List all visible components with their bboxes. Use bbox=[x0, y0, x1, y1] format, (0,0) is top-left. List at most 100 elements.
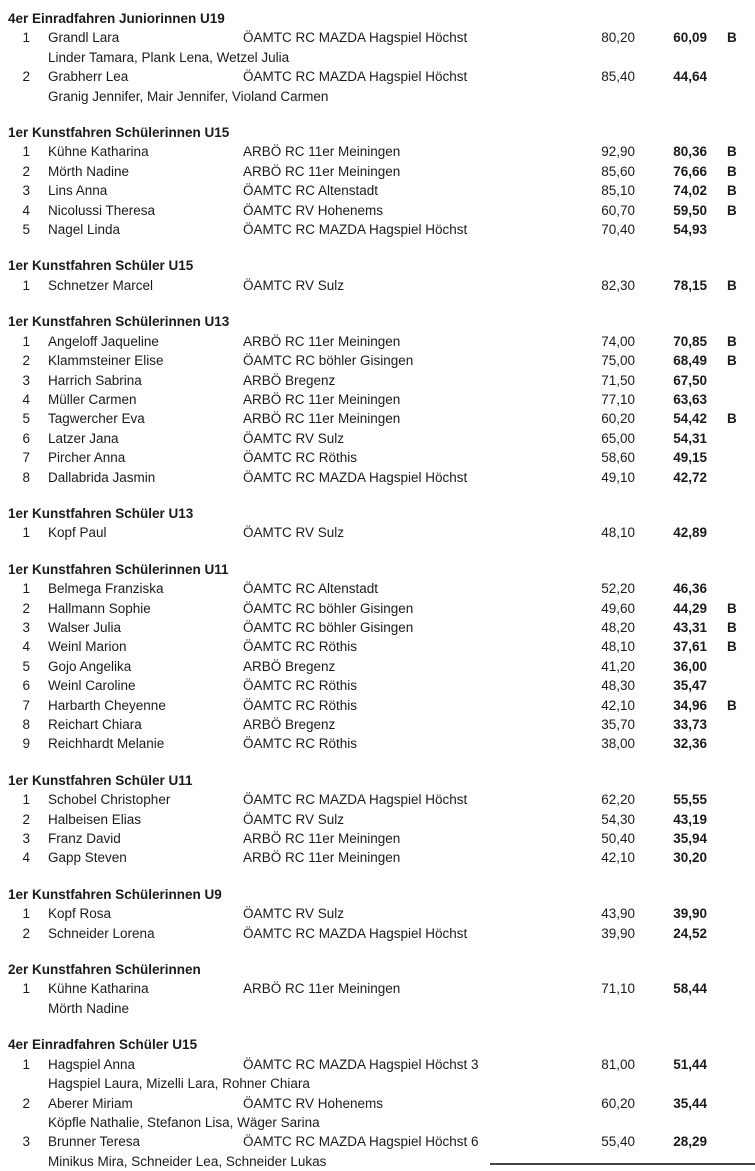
section-title: 4er Einradfahren Schüler U15 bbox=[8, 1037, 198, 1053]
row-club: ÖAMTC RC Altenstadt bbox=[243, 581, 379, 597]
row-score2: 42,72 bbox=[673, 469, 707, 485]
section-title: 1er Kunstfahren Schüler U11 bbox=[8, 772, 193, 788]
row-flag: B bbox=[727, 163, 737, 179]
result-section: 1er Kunstfahren Schüler U11 1 Schobel Ch… bbox=[0, 771, 755, 868]
row-score1: 60,20 bbox=[601, 411, 635, 427]
row-name: Dallabrida Jasmin bbox=[48, 469, 156, 485]
row-rank: 2 bbox=[22, 1095, 30, 1111]
section-rows: 1 Schnetzer Marcel ÖAMTC RV Sulz 82,30 7… bbox=[0, 276, 755, 295]
row-score2: 35,44 bbox=[673, 1095, 707, 1111]
table-row: 1 Schnetzer Marcel ÖAMTC RV Sulz 82,30 7… bbox=[0, 276, 755, 295]
row-score1: 38,00 bbox=[601, 736, 635, 752]
section-title: 1er Kunstfahren Schülerinnen U13 bbox=[8, 314, 230, 330]
row-score1: 54,30 bbox=[601, 811, 635, 827]
row-club: ÖAMTC RC MAZDA Hagspiel Höchst 3 bbox=[243, 1056, 479, 1072]
row-name: Kühne Katharina bbox=[48, 144, 149, 160]
section-rows: 1 Angeloff Jaqueline ARBÖ RC 11er Meinin… bbox=[0, 332, 755, 487]
section-title: 1er Kunstfahren Schüler U15 bbox=[8, 258, 194, 274]
row-members: Mörth Nadine bbox=[48, 1000, 130, 1016]
row-score1: 62,20 bbox=[601, 792, 635, 808]
table-row: 1 Schobel Christopher ÖAMTC RC MAZDA Hag… bbox=[0, 790, 755, 809]
row-name: Weinl Marion bbox=[48, 639, 127, 655]
row-score2: 30,20 bbox=[673, 850, 707, 866]
row-name: Latzer Jana bbox=[48, 430, 119, 446]
table-row: 3 Brunner Teresa ÖAMTC RC MAZDA Hagspiel… bbox=[0, 1132, 755, 1151]
row-rank: 4 bbox=[22, 850, 30, 866]
row-flag: B bbox=[727, 411, 737, 427]
table-row: 2 Halbeisen Elias ÖAMTC RV Sulz 54,30 43… bbox=[0, 810, 755, 829]
row-club: ARBÖ Bregenz bbox=[243, 372, 336, 388]
result-section: 1er Kunstfahren Schülerinnen U13 1 Angel… bbox=[0, 312, 755, 487]
table-row: 4 Nicolussi Theresa ÖAMTC RV Hohenems 60… bbox=[0, 201, 755, 220]
row-rank: 7 bbox=[22, 450, 30, 466]
row-flag bbox=[707, 715, 755, 734]
section-title: 1er Kunstfahren Schülerinnen U11 bbox=[8, 561, 229, 577]
row-score1: 92,90 bbox=[601, 144, 635, 160]
row-flag: B bbox=[727, 30, 737, 46]
row-club: ARBÖ RC 11er Meiningen bbox=[243, 163, 401, 179]
row-name: Weinl Caroline bbox=[48, 678, 136, 694]
row-score1: 48,30 bbox=[601, 678, 635, 694]
table-row: 4 Weinl Marion ÖAMTC RC Röthis 48,10 37,… bbox=[0, 637, 755, 656]
row-score2: 43,19 bbox=[673, 811, 707, 827]
row-rank: 1 bbox=[22, 30, 30, 46]
result-section: 1er Kunstfahren Schülerinnen U15 1 Kühne… bbox=[0, 123, 755, 239]
row-club: ÖAMTC RC MAZDA Hagspiel Höchst 6 bbox=[243, 1134, 479, 1150]
row-score2: 51,44 bbox=[673, 1056, 707, 1072]
row-score2: 59,50 bbox=[673, 202, 707, 218]
table-row: 3 Franz David ARBÖ RC 11er Meiningen 50,… bbox=[0, 829, 755, 848]
row-score1: 71,10 bbox=[601, 981, 635, 997]
table-row: 1 Kühne Katharina ARBÖ RC 11er Meiningen… bbox=[0, 142, 755, 161]
row-score1: 58,60 bbox=[601, 450, 635, 466]
row-rank: 1 bbox=[22, 144, 30, 160]
row-rank: 4 bbox=[22, 639, 30, 655]
row-score1: 80,20 bbox=[601, 30, 635, 46]
row-club: ARBÖ RC 11er Meiningen bbox=[243, 144, 401, 160]
row-rank: 2 bbox=[22, 353, 30, 369]
row-score2: 37,61 bbox=[673, 639, 707, 655]
row-name: Kühne Katharina bbox=[48, 981, 149, 997]
row-name: Tagwercher Eva bbox=[48, 411, 145, 427]
row-score2: 74,02 bbox=[673, 183, 707, 199]
row-club: ARBÖ Bregenz bbox=[243, 717, 336, 732]
row-rank: 1 bbox=[22, 981, 30, 997]
row-flag bbox=[707, 220, 755, 239]
row-name: Harbarth Cheyenne bbox=[48, 697, 166, 713]
row-flag bbox=[707, 979, 755, 998]
row-score2: 54,42 bbox=[673, 411, 707, 427]
row-club: ÖAMTC RV Sulz bbox=[243, 906, 345, 922]
table-row: 4 Müller Carmen ARBÖ RC 11er Meiningen 7… bbox=[0, 390, 755, 409]
table-row: 2 Grabherr Lea ÖAMTC RC MAZDA Hagspiel H… bbox=[0, 67, 755, 86]
row-name: Klammsteiner Elise bbox=[48, 353, 164, 369]
row-flag: B bbox=[727, 639, 737, 655]
row-rank: 8 bbox=[22, 469, 30, 485]
row-flag: B bbox=[727, 183, 737, 199]
row-score1: 65,00 bbox=[601, 430, 635, 446]
table-row: 2 Mörth Nadine ARBÖ RC 11er Meiningen 85… bbox=[0, 162, 755, 181]
row-name: Brunner Teresa bbox=[48, 1134, 141, 1150]
row-club: ARBÖ RC 11er Meiningen bbox=[243, 333, 401, 349]
row-score2: 44,29 bbox=[673, 600, 707, 616]
row-score2: 70,85 bbox=[673, 333, 707, 349]
row-rank: 5 bbox=[22, 222, 30, 238]
row-rank: 2 bbox=[22, 925, 30, 941]
row-flag: B bbox=[727, 697, 737, 713]
row-flag bbox=[707, 579, 755, 598]
section-rows: 1 Hagspiel Anna ÖAMTC RC MAZDA Hagspiel … bbox=[0, 1055, 755, 1171]
result-section: 4er Einradfahren Schüler U15 1 Hagspiel … bbox=[0, 1035, 755, 1171]
row-club: ÖAMTC RC böhler Gisingen bbox=[243, 600, 414, 616]
row-club: ARBÖ RC 11er Meiningen bbox=[243, 850, 401, 866]
section-title: 1er Kunstfahren Schülerinnen U15 bbox=[8, 125, 230, 141]
table-row: 1 Angeloff Jaqueline ARBÖ RC 11er Meinin… bbox=[0, 332, 755, 351]
section-title: 1er Kunstfahren Schüler U13 bbox=[8, 505, 194, 521]
row-name: Schneider Lorena bbox=[48, 925, 155, 941]
row-name: Schnetzer Marcel bbox=[48, 277, 154, 293]
result-section: 1er Kunstfahren Schüler U15 1 Schnetzer … bbox=[0, 256, 755, 295]
row-score2: 43,31 bbox=[673, 619, 707, 635]
row-flag bbox=[707, 429, 755, 448]
row-score1: 48,10 bbox=[601, 639, 635, 655]
row-name: Nagel Linda bbox=[48, 222, 121, 238]
row-club: ARBÖ RC 11er Meiningen bbox=[243, 391, 401, 407]
row-name: Franz David bbox=[48, 831, 121, 847]
row-score2: 33,73 bbox=[673, 717, 707, 732]
